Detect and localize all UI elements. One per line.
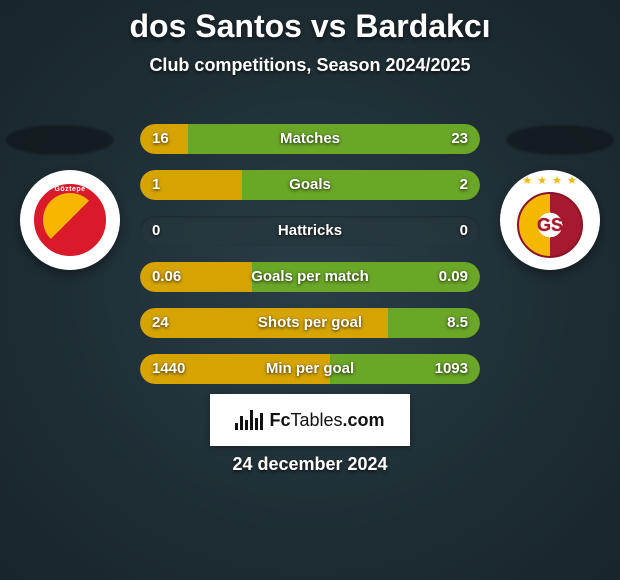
stat-row: 1623Matches <box>140 124 480 154</box>
stat-row: 00Hattricks <box>140 216 480 246</box>
fctables-logo-icon <box>235 410 263 430</box>
club-badge-right: ★ ★ ★ ★ GS <box>500 170 600 270</box>
branding-box: FcTables.com <box>210 394 410 446</box>
club-shadow-right <box>506 125 614 155</box>
stat-label: Goals <box>140 170 480 200</box>
stat-label: Shots per goal <box>140 308 480 338</box>
stat-label: Goals per match <box>140 262 480 292</box>
galatasaray-initials: GS <box>537 215 563 236</box>
branding-part-b: Tables <box>290 410 342 430</box>
stars-icon: ★ ★ ★ ★ <box>500 174 600 187</box>
club-shadow-left <box>6 125 114 155</box>
stat-label: Min per goal <box>140 354 480 384</box>
club-badge-left: Göztepe <box>20 170 120 270</box>
branding-part-c: .com <box>343 410 385 430</box>
branding-text: FcTables.com <box>269 410 384 431</box>
galatasaray-icon: ★ ★ ★ ★ GS <box>500 170 600 270</box>
date-label: 24 december 2024 <box>0 454 620 475</box>
stat-label: Matches <box>140 124 480 154</box>
goztepe-label: Göztepe <box>38 186 102 193</box>
stats-panel: 1623Matches 12Goals 00Hattricks 0.060.09Goa… <box>140 124 480 400</box>
stat-label: Hattricks <box>140 216 480 246</box>
stat-row: 0.060.09Goals per match <box>140 262 480 292</box>
goztepe-icon: Göztepe <box>34 184 106 256</box>
page-title: dos Santos vs Bardakcı <box>0 0 620 45</box>
branding-part-a: Fc <box>269 410 290 430</box>
stat-row: 12Goals <box>140 170 480 200</box>
stat-row: 248.5Shots per goal <box>140 308 480 338</box>
page-subtitle: Club competitions, Season 2024/2025 <box>0 55 620 76</box>
stat-row: 14401093Min per goal <box>140 354 480 384</box>
